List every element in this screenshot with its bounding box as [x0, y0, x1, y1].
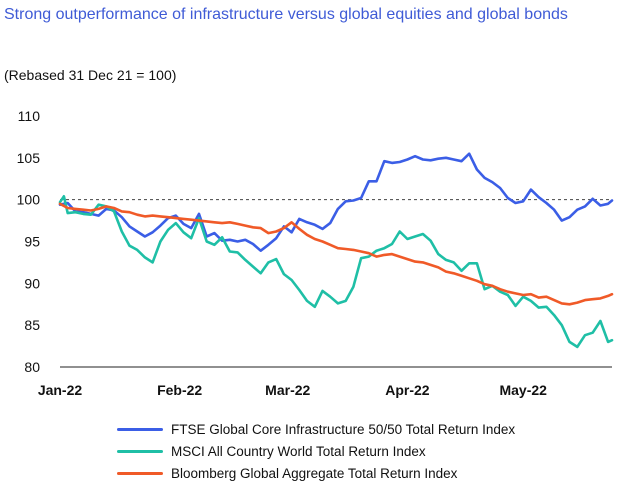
legend-swatch	[117, 449, 163, 453]
y-tick-label: 95	[24, 234, 40, 250]
y-tick-label: 85	[24, 317, 40, 333]
legend-label: FTSE Global Core Infrastructure 50/50 To…	[171, 421, 516, 437]
x-tick-label: May-22	[499, 382, 547, 398]
legend-label: MSCI All Country World Total Return Inde…	[171, 443, 426, 459]
x-tick-label: Mar-22	[265, 382, 310, 398]
x-tick-label: Apr-22	[385, 382, 430, 398]
x-tick-label: Feb-22	[157, 382, 202, 398]
y-tick-label: 110	[18, 108, 41, 124]
legend: FTSE Global Core Infrastructure 50/50 To…	[117, 418, 515, 484]
y-tick-label: 100	[17, 192, 41, 208]
legend-item: Bloomberg Global Aggregate Total Return …	[117, 462, 515, 484]
legend-swatch	[117, 427, 163, 431]
chart-title: Strong outperformance of infrastructure …	[4, 6, 568, 23]
chart-subtitle: (Rebased 31 Dec 21 = 100)	[4, 67, 177, 83]
legend-label: Bloomberg Global Aggregate Total Return …	[171, 465, 458, 481]
legend-item: FTSE Global Core Infrastructure 50/50 To…	[117, 418, 515, 440]
line-chart: 80 85 90 95 100 105 110 Jan-22 Feb-22 Mar-22 Apr-2…	[17, 108, 614, 398]
series-line-3	[58, 202, 614, 306]
x-tick-label: Jan-22	[38, 382, 83, 398]
series-line-2	[58, 195, 614, 349]
y-tick-label: 90	[24, 275, 40, 291]
series-line-1	[58, 152, 614, 252]
y-tick-label: 105	[17, 150, 41, 166]
legend-item: MSCI All Country World Total Return Inde…	[117, 440, 515, 462]
legend-swatch	[117, 471, 163, 475]
y-tick-label: 80	[24, 359, 40, 375]
